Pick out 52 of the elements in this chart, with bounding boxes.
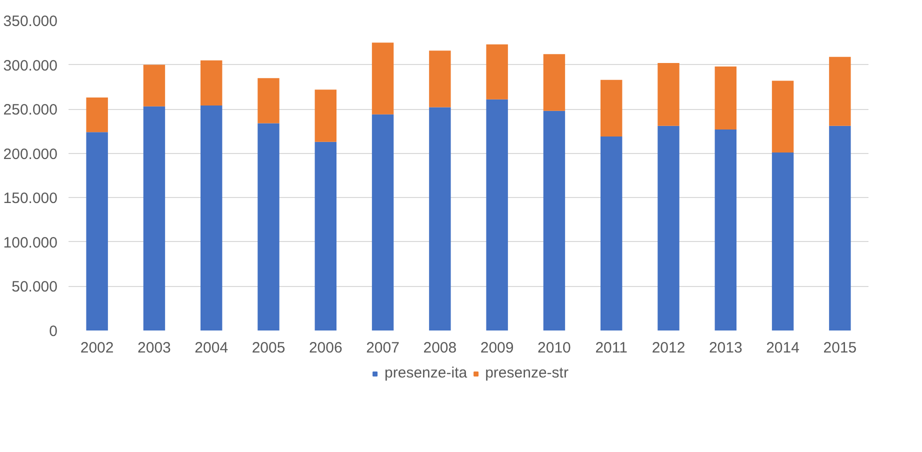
y-tick-label: 150.000 (3, 190, 58, 208)
x-tick-label: 2004 (194, 340, 228, 356)
bar (714, 129, 736, 330)
bar (600, 80, 622, 137)
x-tick-label: 2015 (823, 340, 857, 356)
bar (143, 64, 166, 106)
y-tick-label: 200.000 (3, 146, 58, 163)
x-tick-label: 2009 (480, 340, 514, 356)
x-tick-label: 2005 (252, 340, 286, 356)
x-tick-label: 2007 (366, 340, 400, 356)
bar (314, 142, 336, 330)
bar (714, 66, 736, 130)
y-tick-label: 100.000 (3, 234, 58, 252)
bar (86, 98, 108, 132)
bar (486, 44, 508, 100)
bar (429, 107, 451, 330)
bar (429, 50, 451, 108)
bar (258, 123, 280, 330)
x-tick-label: 2003 (138, 340, 171, 356)
y-tick-label: 250.000 (3, 102, 58, 119)
bar (143, 106, 166, 330)
bar (829, 56, 851, 126)
x-tick-label: 2002 (80, 340, 114, 356)
y-tick-label: 300.000 (3, 57, 58, 74)
x-tick-label: 2014 (766, 340, 800, 356)
bar (829, 126, 851, 330)
bar (543, 54, 566, 111)
x-tick-label: 2006 (308, 340, 342, 356)
y-tick-label: 350.000 (3, 13, 58, 30)
bar (372, 114, 394, 330)
legend-label: presenze-str (485, 364, 568, 382)
bar (200, 106, 222, 330)
x-tick-label: 2012 (652, 340, 686, 356)
y-tick-label: 0 (49, 323, 58, 340)
y-tick-label: 50.000 (12, 278, 58, 296)
bar (486, 99, 508, 330)
bar (772, 152, 794, 330)
legend-label: presenze-ita (384, 364, 468, 382)
x-tick-label: 2013 (708, 340, 742, 356)
x-tick-label: 2011 (595, 340, 628, 356)
bar (200, 60, 222, 106)
bar (372, 42, 394, 114)
bar (600, 136, 622, 330)
bar (658, 63, 680, 126)
x-tick-label: 2008 (423, 340, 457, 356)
bar (658, 126, 680, 330)
x-tick-label: 2010 (538, 340, 571, 356)
bar (86, 132, 108, 330)
bar (772, 80, 794, 152)
bar (258, 78, 280, 124)
bar (314, 90, 336, 142)
bar (543, 110, 566, 330)
